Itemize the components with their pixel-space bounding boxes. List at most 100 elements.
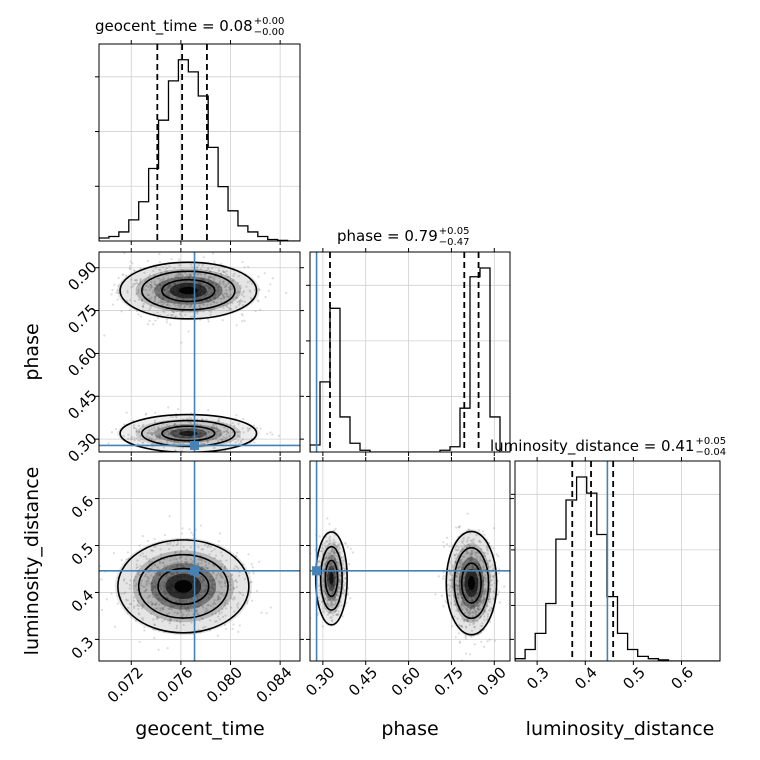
- x-tick-label-geocent_time: 0.084: [253, 663, 296, 706]
- sample-point: [169, 605, 172, 608]
- sample-point: [150, 581, 153, 585]
- sample-point: [156, 288, 159, 291]
- sample-point: [333, 543, 337, 547]
- sample-point: [220, 262, 223, 265]
- sample-point: [169, 618, 172, 621]
- sample-point: [219, 593, 222, 596]
- sample-point: [172, 562, 175, 565]
- sample-point: [482, 601, 486, 604]
- sample-point: [175, 565, 178, 568]
- sample-point: [148, 429, 151, 432]
- sample-point: [207, 430, 210, 433]
- sample-point: [477, 608, 480, 611]
- sample-point: [449, 573, 452, 576]
- sample-point: [167, 299, 170, 302]
- sample-point: [334, 582, 337, 586]
- sample-point: [128, 602, 131, 605]
- sample-point: [220, 438, 224, 441]
- sample-point: [483, 576, 486, 579]
- sample-point: [151, 291, 155, 294]
- sample-point: [187, 276, 190, 279]
- sample-point: [140, 584, 143, 587]
- sample-point: [470, 596, 473, 599]
- sample-point: [211, 578, 215, 581]
- sample-point: [127, 606, 130, 610]
- sample-point: [330, 593, 334, 596]
- sample-point: [460, 563, 464, 566]
- sample-point: [196, 597, 200, 601]
- sample-point: [205, 571, 208, 574]
- sample-point: [269, 283, 272, 286]
- sample-point: [128, 308, 132, 312]
- sample-point: [215, 283, 218, 286]
- sample-point: [157, 435, 160, 438]
- sample-point: [474, 567, 478, 570]
- sample-point: [250, 298, 253, 301]
- sample-point: [235, 324, 238, 327]
- sample-point: [459, 588, 462, 592]
- sample-point: [163, 591, 166, 594]
- sample-point: [472, 604, 475, 607]
- sample-point: [243, 319, 246, 322]
- sample-point: [222, 426, 226, 429]
- sample-point: [173, 422, 176, 426]
- sample-point: [246, 602, 249, 605]
- sample-point: [475, 610, 478, 613]
- sample-point: [479, 624, 482, 628]
- sample-point: [159, 269, 162, 272]
- sample-point: [224, 449, 227, 452]
- sample-point: [466, 611, 470, 614]
- sample-point: [158, 560, 162, 563]
- sample-point: [483, 645, 486, 648]
- sample-point: [165, 440, 169, 443]
- sample-point: [211, 580, 214, 583]
- sample-point: [157, 427, 160, 431]
- sample-point: [447, 594, 450, 597]
- sample-point: [149, 284, 152, 287]
- sample-point: [245, 285, 248, 288]
- sample-point: [481, 579, 485, 583]
- sample-point: [334, 598, 338, 601]
- sample-point: [461, 601, 464, 604]
- sample-point: [222, 615, 225, 619]
- sample-point: [248, 427, 251, 430]
- sample-point: [225, 295, 228, 298]
- sample-point: [161, 297, 164, 300]
- sample-point: [202, 578, 205, 581]
- sample-point: [479, 628, 482, 631]
- sample-point: [227, 431, 230, 434]
- sample-point: [180, 532, 183, 535]
- sample-point: [175, 599, 178, 602]
- sample-point: [221, 270, 225, 273]
- title-luminosity_distance: luminosity_distance = 0.41: [490, 437, 694, 456]
- sample-point: [322, 580, 325, 583]
- sample-point: [326, 575, 329, 578]
- sample-point: [162, 446, 166, 449]
- sample-point: [465, 595, 468, 598]
- sample-point: [453, 600, 456, 603]
- sample-point: [164, 280, 167, 284]
- sample-point: [222, 270, 226, 274]
- sample-point: [117, 276, 120, 279]
- sample-point: [208, 276, 211, 279]
- sample-point: [247, 553, 250, 556]
- sample-point: [208, 287, 212, 290]
- sample-point: [152, 545, 156, 548]
- sample-point: [184, 599, 187, 602]
- sample-point: [207, 300, 210, 303]
- sample-point: [333, 551, 336, 555]
- sample-point: [129, 260, 132, 263]
- sample-point: [325, 556, 328, 559]
- sample-point: [333, 596, 336, 599]
- sample-point: [470, 599, 473, 602]
- sample-point: [152, 595, 155, 599]
- sample-point: [322, 589, 326, 593]
- sample-point: [458, 624, 461, 627]
- sample-point: [145, 588, 148, 591]
- sample-point: [201, 604, 204, 608]
- sample-point: [187, 613, 190, 616]
- sample-point: [327, 554, 330, 557]
- sample-point: [203, 579, 206, 582]
- sample-point: [206, 290, 209, 294]
- sample-point: [333, 556, 337, 559]
